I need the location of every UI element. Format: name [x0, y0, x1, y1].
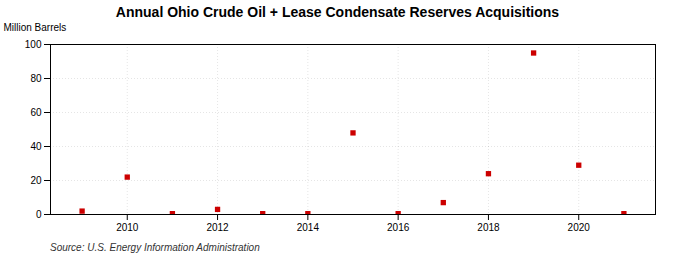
html-text:Annual Ohio Crude Oil + Lease: Annual Ohio Crude Oil + Lease Condensate…: [115, 4, 560, 20]
svg-text:20: 20: [30, 175, 42, 186]
svg-text:2012: 2012: [206, 222, 229, 233]
svg-text:100: 100: [25, 39, 42, 50]
svg-text:2018: 2018: [477, 222, 500, 233]
svg-text:2020: 2020: [568, 222, 591, 233]
svg-text:60: 60: [30, 107, 42, 118]
svg-text:Million Barrels: Million Barrels: [4, 22, 67, 33]
svg-text:2014: 2014: [297, 222, 320, 233]
svg-text:2010: 2010: [116, 222, 139, 233]
html-text:Source: U.S. Energy Informatio: Source: U.S. Energy Information Administ…: [50, 242, 260, 253]
svg-text:80: 80: [30, 73, 42, 84]
svg-text:40: 40: [30, 141, 42, 152]
svg-text:2016: 2016: [387, 222, 410, 233]
svg-text:0: 0: [36, 209, 42, 220]
